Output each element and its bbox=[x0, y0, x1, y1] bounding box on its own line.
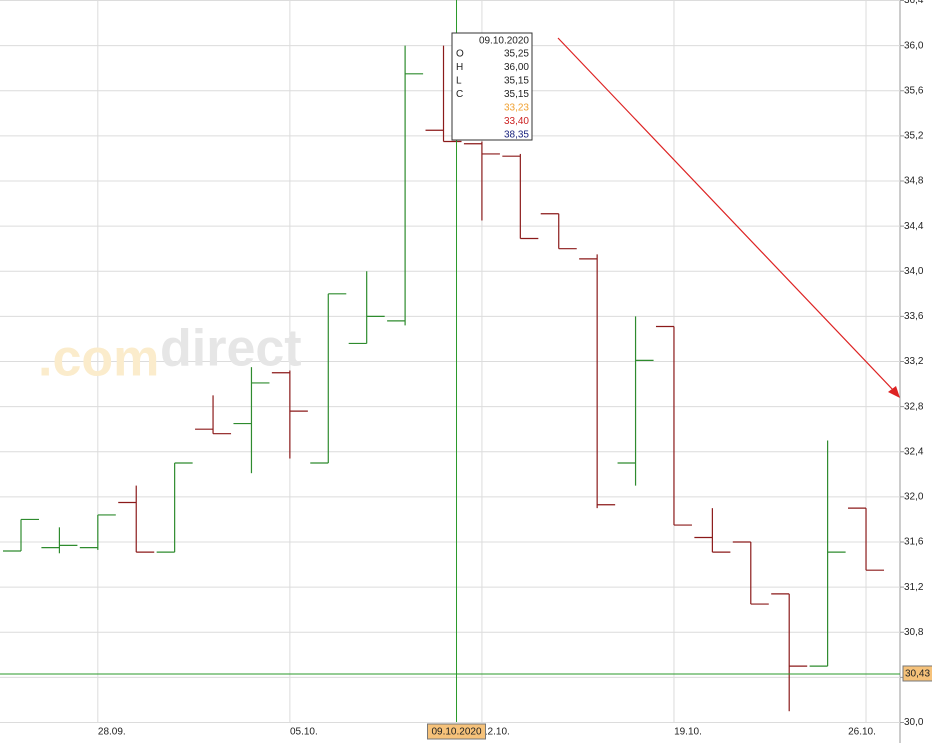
tooltip-box bbox=[451, 32, 533, 141]
x-tick-label: 05.10. bbox=[290, 727, 318, 738]
tooltip-value: 36,00 bbox=[504, 62, 529, 73]
y-tick-label: 31,6 bbox=[904, 537, 924, 548]
tooltip-key: L bbox=[456, 76, 462, 87]
trend-line bbox=[557, 37, 896, 393]
tooltip-value: 35,15 bbox=[504, 89, 529, 100]
watermark: .com direct bbox=[38, 320, 302, 388]
crosshair-price: 30,43 bbox=[905, 669, 930, 680]
tooltip-value: 35,15 bbox=[504, 76, 529, 87]
watermark-direct: direct bbox=[160, 320, 302, 378]
tooltip-key: C bbox=[456, 89, 463, 100]
y-tick-label: 35,2 bbox=[904, 131, 924, 142]
x-tick-label: 26.10. bbox=[848, 727, 876, 738]
y-tick-label: 34,8 bbox=[904, 176, 924, 187]
tooltip-value: 33,40 bbox=[504, 116, 529, 127]
y-tick-label: 32,4 bbox=[904, 446, 924, 457]
y-tick-label: 34,0 bbox=[904, 266, 924, 277]
crosshair-date-box bbox=[427, 723, 487, 740]
watermark-com: .com bbox=[38, 330, 159, 388]
x-tick-label: 28.09. bbox=[98, 727, 126, 738]
y-tick-label: 36,0 bbox=[904, 40, 924, 51]
tooltip-value: 35,25 bbox=[504, 49, 529, 60]
y-tick-label: 32,8 bbox=[904, 401, 924, 412]
tooltip-value: 33,23 bbox=[504, 103, 529, 114]
y-tick-label: 32,0 bbox=[904, 492, 924, 503]
y-tick-label: 35,6 bbox=[904, 85, 924, 96]
crosshair-price-box bbox=[902, 665, 932, 682]
grid: 30,030,430,831,231,632,032,432,833,233,6… bbox=[0, 0, 924, 738]
x-tick-label: 12.10. bbox=[482, 727, 510, 738]
y-tick-label: 33,2 bbox=[904, 356, 924, 367]
tooltip-value: 38,35 bbox=[504, 130, 529, 141]
tooltip: 09.10.2020 O 35,25 H 36,00 L 35,15 C 35,15 33,23 3… bbox=[451, 32, 533, 141]
y-tick-label: 33,6 bbox=[904, 311, 924, 322]
y-tick-label: 31,2 bbox=[904, 582, 924, 593]
tooltip-key: H bbox=[456, 62, 463, 73]
tooltip-date: 09.10.2020 bbox=[479, 36, 529, 47]
tooltip-key: O bbox=[456, 49, 464, 60]
y-tick-label: 30,0 bbox=[904, 717, 924, 728]
x-tick-label: 19.10. bbox=[674, 727, 702, 738]
crosshair-date: 09.10.2020 bbox=[431, 727, 481, 738]
marks bbox=[3, 45, 885, 712]
y-tick-label: 34,4 bbox=[904, 221, 924, 232]
trend-arrow bbox=[888, 386, 900, 398]
y-tick-label: 30,8 bbox=[904, 627, 924, 638]
y-tick-label: 36,4 bbox=[904, 0, 924, 6]
